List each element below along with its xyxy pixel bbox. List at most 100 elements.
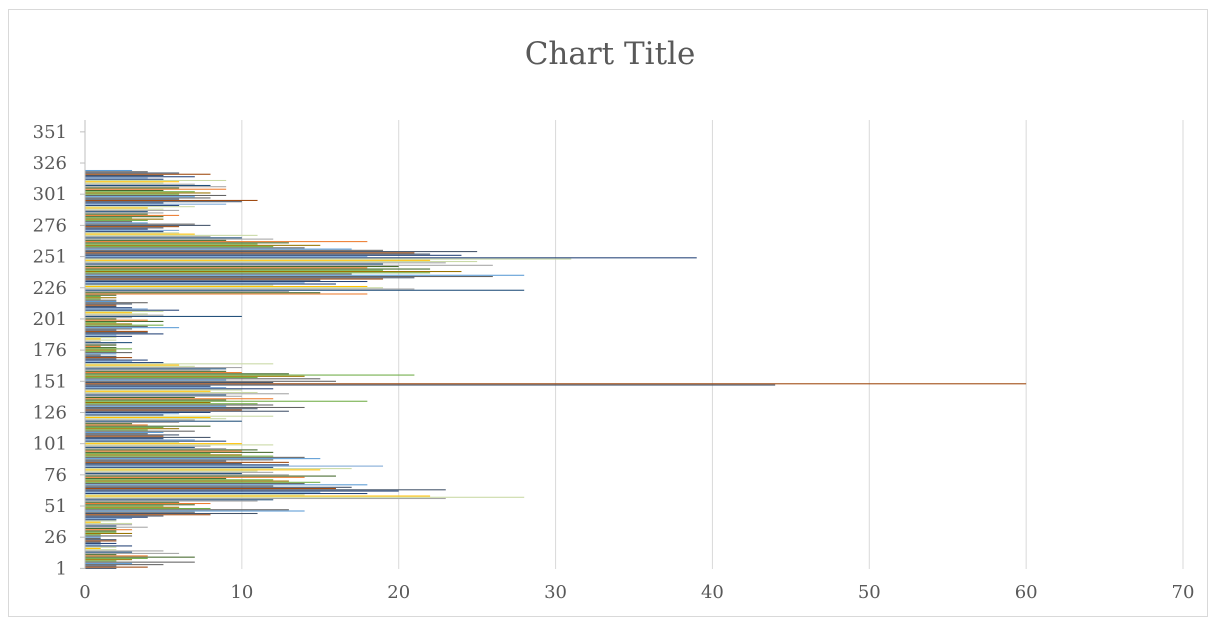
bar-318 [85, 172, 180, 174]
bar-53 [85, 502, 211, 505]
bar-35 [85, 525, 117, 527]
bar-265 [85, 238, 274, 240]
bar-65 [85, 488, 336, 490]
bar-234 [85, 277, 415, 279]
bar-203 [85, 315, 242, 317]
bar-299 [85, 196, 195, 198]
bar-33 [85, 527, 117, 529]
bar-103 [85, 440, 227, 442]
bar-45 [85, 512, 258, 515]
bar-249 [85, 258, 572, 260]
bar-214 [85, 302, 148, 304]
bar-252 [85, 254, 462, 256]
bar-62 [85, 491, 321, 493]
bar-205 [85, 313, 148, 315]
bar-271 [85, 231, 164, 233]
bar-246 [85, 262, 446, 264]
bar-164 [85, 364, 180, 366]
bar-22 [85, 541, 101, 543]
bar-278 [85, 222, 148, 224]
bar-231 [85, 280, 368, 283]
bar-303 [85, 191, 195, 193]
axes [80, 120, 86, 569]
bar-161 [85, 368, 227, 370]
bar-98 [85, 446, 195, 448]
bar-142 [85, 391, 258, 394]
bar-66 [85, 486, 352, 488]
bar-253 [85, 253, 431, 255]
bar-58 [85, 496, 525, 498]
bar-255 [85, 251, 478, 253]
y-tick-label: 301 [33, 184, 67, 205]
bar-19 [85, 545, 133, 547]
bar-236 [85, 274, 525, 276]
bar-289 [85, 208, 164, 210]
bar-223 [85, 290, 289, 293]
bar-139 [85, 395, 242, 397]
bar-226 [85, 287, 384, 289]
bar-30 [85, 531, 117, 533]
y-tick-label: 151 [33, 371, 67, 392]
bar-133 [85, 403, 258, 405]
y-tick-label: 326 [33, 153, 67, 174]
bar-276 [85, 224, 211, 226]
bar-4 [85, 564, 164, 566]
bar-36 [85, 524, 133, 526]
bar-270 [85, 232, 180, 234]
bar-141 [85, 393, 289, 395]
bar-258 [85, 247, 305, 249]
bar-102 [85, 441, 180, 443]
bar-317 [85, 173, 211, 175]
bar-296 [85, 199, 258, 201]
bar-100 [85, 444, 274, 446]
bar-158 [85, 372, 242, 374]
bar-71 [85, 480, 289, 482]
bar-12 [85, 554, 117, 556]
bar-279 [85, 221, 133, 223]
bar-189 [85, 333, 164, 335]
bar-177 [85, 348, 133, 350]
bar-167 [85, 360, 133, 362]
bar-297 [85, 198, 180, 200]
bar-233 [85, 278, 384, 280]
x-tick-label: 30 [544, 582, 567, 603]
y-tick-label: 126 [33, 402, 67, 423]
bar-199 [85, 320, 164, 322]
bar-107 [85, 435, 164, 437]
bar-99 [85, 445, 211, 447]
bar-165 [85, 363, 274, 365]
x-tick-label: 40 [701, 582, 724, 603]
y-tick-label: 251 [33, 247, 67, 268]
bar-173 [85, 353, 117, 355]
bar-2 [85, 566, 148, 568]
bar-76 [85, 474, 289, 476]
bar-227 [85, 285, 368, 288]
bar-9 [85, 557, 148, 559]
y-tick-label: 1 [56, 558, 67, 579]
bar-247 [85, 261, 478, 263]
x-tick-label: 10 [230, 582, 253, 603]
bar-147 [85, 385, 211, 387]
bar-294 [85, 202, 164, 204]
bar-264 [85, 239, 227, 241]
bar-229 [85, 283, 336, 285]
bar-301 [85, 193, 180, 195]
bar-160 [85, 369, 211, 371]
bar-109 [85, 433, 148, 435]
bar-242 [85, 267, 368, 269]
bar-41 [85, 517, 133, 520]
bar-138 [85, 396, 195, 399]
bar-195 [85, 325, 148, 327]
x-tick-label: 60 [1015, 582, 1038, 603]
bar-190 [85, 332, 148, 334]
bar-40 [85, 519, 117, 521]
bar-149 [85, 383, 1027, 385]
bar-187 [85, 335, 133, 337]
bar-181 [85, 343, 117, 345]
bar-119 [85, 420, 242, 422]
bar-216 [85, 299, 117, 301]
x-tick-label: 70 [1172, 582, 1195, 603]
bar-23 [85, 540, 117, 542]
bar-244 [85, 264, 493, 266]
bar-272 [85, 229, 180, 231]
